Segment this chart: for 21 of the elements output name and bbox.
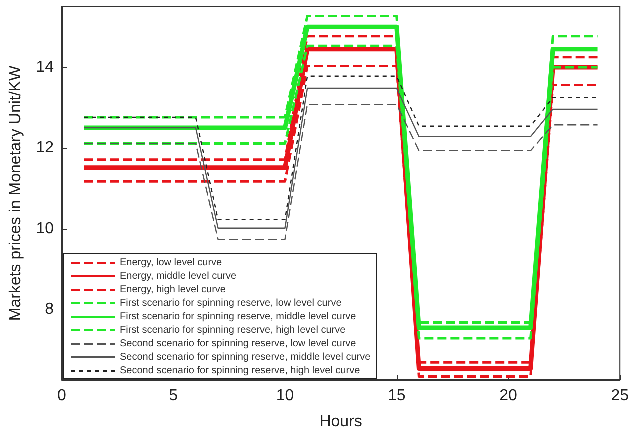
x-tick-label: 20 <box>500 388 518 404</box>
x-tick-label: 10 <box>276 388 294 404</box>
y-axis-title: Markets prices in Monetary Unit/KW <box>8 65 24 322</box>
x-tick-label: 15 <box>388 388 406 404</box>
legend-label: Second scenario for spinning reserve, middle level curve <box>120 352 372 363</box>
x-axis-title: Hours <box>320 414 362 430</box>
legend-label: Energy, low level curve <box>120 258 223 268</box>
legend-label: First scenario for spinning reserve, high level curve <box>120 325 346 336</box>
y-tick-label: 10 <box>36 220 54 238</box>
legend-label: Second scenario for spinning reserve, low level curve <box>120 338 357 350</box>
legend-label: Energy, middle level curve <box>120 271 237 282</box>
legend-label: Second scenario for spinning reserve, high level curve <box>120 366 361 376</box>
legend-label: First scenario for spinning reserve, low level curve <box>120 298 342 309</box>
x-tick-label: 0 <box>58 388 67 404</box>
legend-label: First scenario for spinning reserve, middle level curve <box>120 312 357 322</box>
x-tick-label: 25 <box>611 388 630 404</box>
legend-label: Energy, high level curve <box>120 284 226 296</box>
y-tick-label: 14 <box>36 58 54 76</box>
x-tick-label: 5 <box>169 388 178 404</box>
y-tick-label: 8 <box>45 300 54 318</box>
y-tick-label: 12 <box>36 140 54 157</box>
